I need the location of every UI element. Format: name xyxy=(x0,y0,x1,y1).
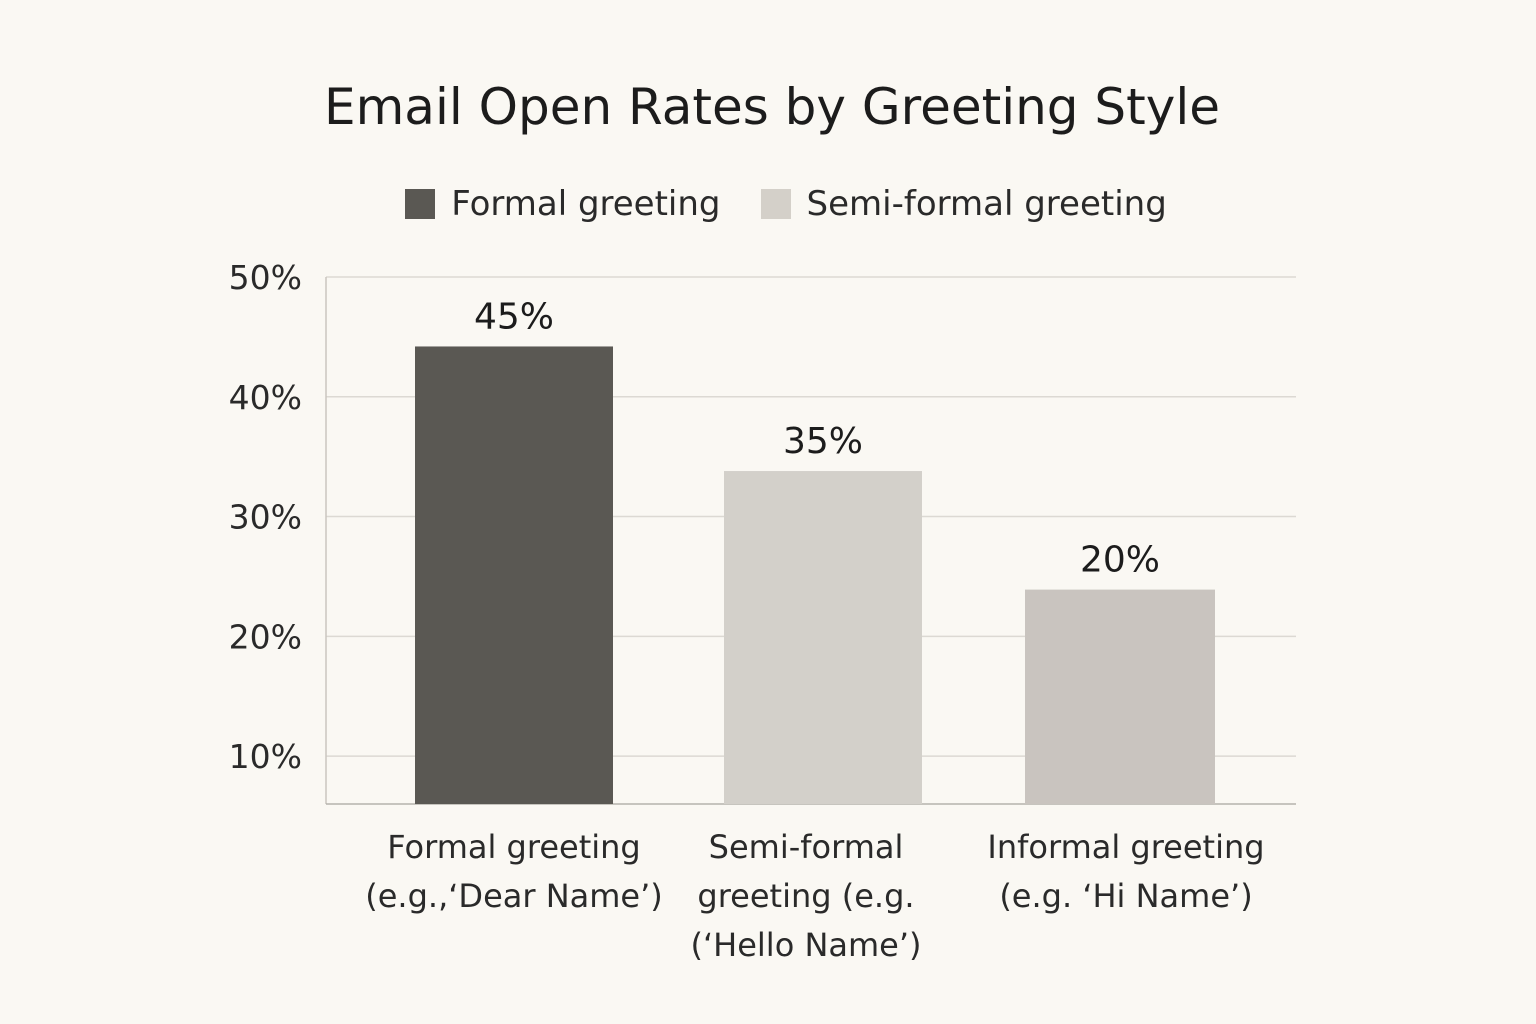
chart-title: Email Open Rates by Greeting Style xyxy=(324,78,1220,136)
y-tick-label: 50% xyxy=(229,258,302,297)
legend-label-formal: Formal greeting xyxy=(451,184,721,224)
x-tick-label-line: Informal greeting xyxy=(987,828,1264,866)
y-tick-label: 20% xyxy=(229,617,302,656)
x-tick-label-line: (‘Hello Name’) xyxy=(691,926,922,964)
legend-swatch-formal xyxy=(405,189,436,219)
legend-item-formal: Formal greeting xyxy=(405,184,721,224)
x-tick-label-line: Semi-formal xyxy=(709,828,904,866)
bar-2 xyxy=(724,471,922,804)
bar-1 xyxy=(415,346,613,804)
bar-value-label: 35% xyxy=(783,421,863,462)
x-tick-label-line: Formal greeting xyxy=(387,828,640,866)
bar-value-label: 20% xyxy=(1080,540,1160,581)
x-tick-label: Informal greeting (e.g. ‘Hi Name’) xyxy=(987,828,1264,915)
legend-item-semi-formal: Semi-formal greeting xyxy=(760,184,1167,224)
bar-value-label: 45% xyxy=(474,296,554,337)
bar-3 xyxy=(1025,589,1215,804)
y-tick-label: 10% xyxy=(229,737,302,776)
x-tick-label-line: greeting (e.g. xyxy=(697,877,914,915)
x-tick-label: Formal greeting (e.g.,‘Dear Name’) xyxy=(365,828,663,915)
legend-swatch-semi-formal xyxy=(760,189,791,219)
y-tick-label: 40% xyxy=(229,378,302,417)
x-tick-label: Semi-formal greeting (e.g. (‘Hello Name’) xyxy=(691,828,922,964)
legend-label-semi-formal: Semi-formal greeting xyxy=(806,184,1167,224)
x-tick-label-line: (e.g. ‘Hi Name’) xyxy=(999,877,1252,915)
x-tick-label-line: (e.g.,‘Dear Name’) xyxy=(365,877,663,915)
legend: Formal greeting Semi-formal greeting xyxy=(0,184,1536,224)
y-tick-label: 30% xyxy=(229,498,302,537)
